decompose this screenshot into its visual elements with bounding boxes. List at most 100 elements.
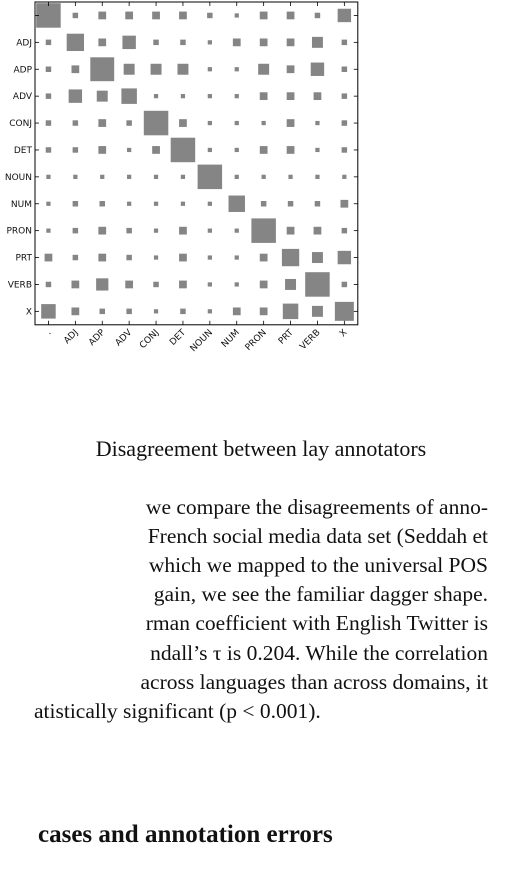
x-tick-label: . [44,328,53,337]
heatmap-cell [99,308,105,315]
heatmap-cell [72,227,79,234]
heatmap-cell [259,11,268,20]
heatmap-cell [153,39,159,46]
heatmap-cell [286,11,295,20]
heatmap-cell [179,119,187,127]
heatmap-cell [285,278,297,290]
y-tick-label: VERB [8,280,32,290]
paragraph-line: rman coefficient with English Twitter is [145,611,488,635]
heatmap-cell [286,92,295,101]
heatmap-cell [305,272,330,297]
heatmap-cell [261,174,266,179]
heatmap-cell [153,174,159,179]
y-tick-label: DET [14,146,33,156]
heatmap-cell [341,227,348,234]
x-tick-label: ADJ [62,328,80,346]
heatmap-cell [207,309,212,314]
heatmap-cell [72,254,79,261]
heatmap-cell [46,174,51,179]
heatmap-cell [207,147,212,153]
heatmap-cell [234,147,239,153]
heatmap-cell [311,36,323,48]
heatmap-cell [311,252,323,264]
heatmap-cell [126,120,132,126]
y-tick-label: NOUN [5,173,32,183]
heatmap-cell [96,278,109,291]
heatmap-cell [286,226,295,235]
y-tick-label: ADP [13,65,32,75]
heatmap-cell [179,280,187,289]
paragraph-line: which we mapped to the universal POS [148,553,488,577]
heatmap-cell [251,218,276,243]
heatmap-cell [232,38,241,47]
heatmap-cell [152,11,160,20]
x-tick-label: PRT [277,328,296,347]
x-tick-label: CONJ [138,328,161,351]
paragraph-line: French social media data set (Seddah et [147,524,488,548]
heatmap-cell [315,174,320,179]
heatmap-cell [153,309,159,314]
heatmap-cell [45,66,52,72]
heatmap-cell [207,228,212,233]
heatmap-cell [127,174,132,179]
heatmap-cell [98,253,107,262]
heatmap-cell [260,201,267,207]
heatmap-cell [73,174,78,179]
paragraph-line: ndall’s τ is 0.204. While the correlatio… [150,641,488,665]
plot-frame [34,1,359,326]
heatmap-cell [179,11,187,20]
heatmap-cell [122,35,136,50]
heatmap-cell [342,174,347,179]
heatmap-cell [98,146,107,154]
heatmap-cell [234,13,239,18]
heatmap-cell [207,40,212,45]
heatmap-cell [207,67,212,72]
heatmap-cell [259,253,268,262]
heatmap-cell [315,120,320,126]
x-tick-label: ADP [87,327,108,348]
heatmap-cell [207,201,212,206]
heatmap-cell [45,93,52,99]
heatmap-cell [90,57,115,82]
heatmap-cell [72,201,79,207]
heatmap-cell [234,67,239,72]
heatmap-cell [98,226,107,235]
heatmap-cell [341,147,348,153]
heatmap-cell [180,94,186,99]
heatmap-cell [153,201,159,206]
heatmap-cell [100,174,105,179]
heatmap-cell [288,174,293,179]
heatmap-cell [45,120,52,126]
heatmap-cell [337,8,352,23]
y-tick-label: PRON [7,227,33,237]
x-tick-label: DET [168,328,188,348]
paragraph-line: atistically significant (p < 0.001). [34,699,321,723]
heatmap-cell [125,11,134,20]
heatmap-cell [153,228,159,233]
heatmap-cell [234,94,239,99]
heatmap-cell [126,308,132,315]
y-tick-label: ADV [13,92,33,102]
x-tick-label: X [338,328,349,339]
x-tick-label: ADV [114,327,135,348]
heatmap-cell [197,164,223,190]
heatmap-cell [72,12,79,19]
heatmap-cell [259,38,268,47]
heatmap-cell [232,307,241,316]
heatmap-cell [180,308,186,315]
heatmap-cell [123,63,135,75]
paragraph-line: gain, we see the familiar dagger shape. [153,582,488,606]
x-tick-label: NOUN [189,328,215,354]
heatmap-cell [286,146,295,154]
figure-caption: Disagreement between lay annotators [95,436,427,461]
heatmap-cell [341,120,348,126]
heatmap-cell [152,146,160,154]
heatmap-cell [207,94,212,99]
heatmap-cell [207,12,213,19]
heatmap-cell [127,201,132,206]
heatmap-cell [177,63,189,75]
heatmap-cell [121,88,137,104]
heatmap-cell [36,3,61,28]
x-tick-label: NUM [220,328,242,350]
